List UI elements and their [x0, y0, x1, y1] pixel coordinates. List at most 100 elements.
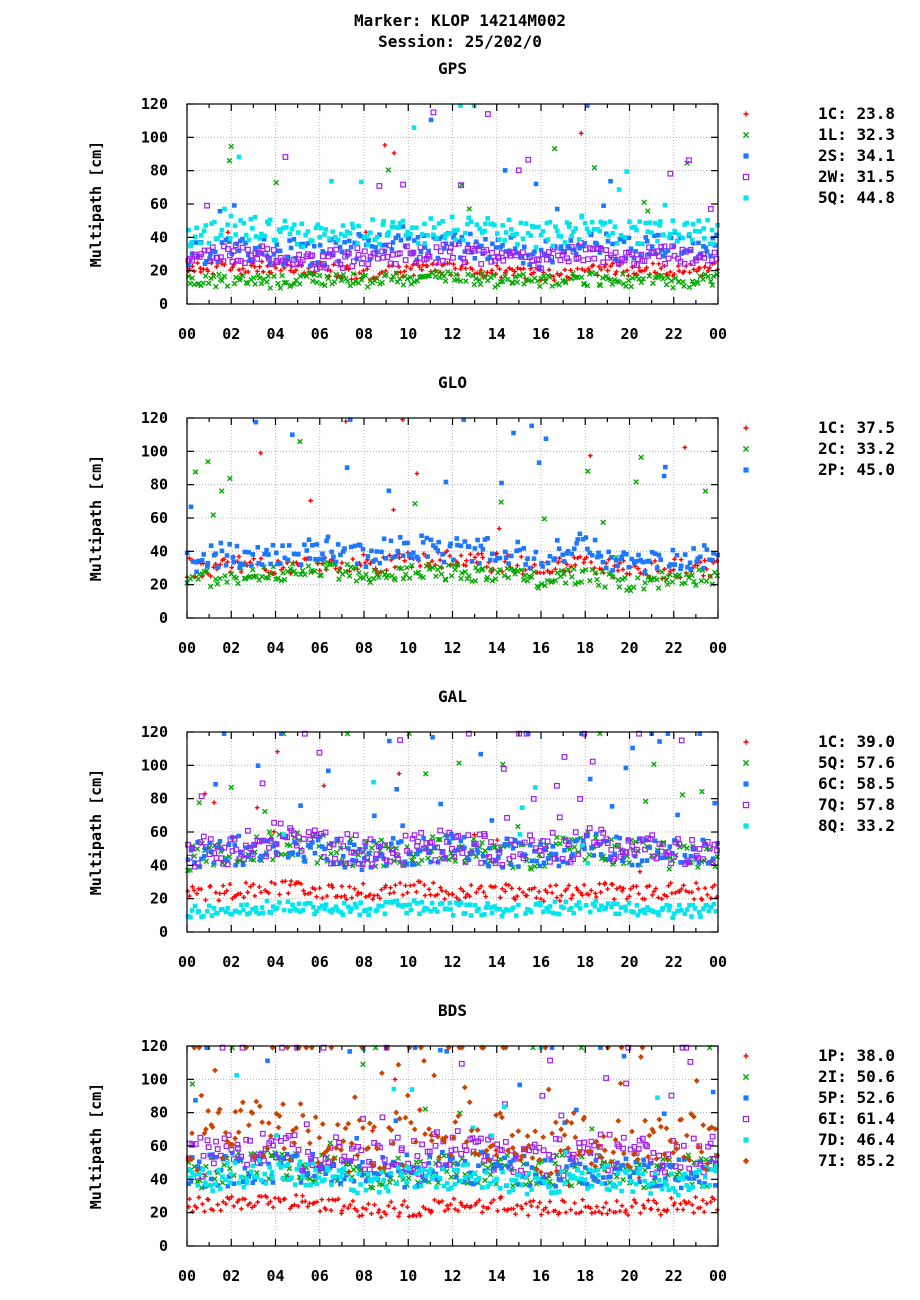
data-point: [482, 912, 487, 917]
data-point: [446, 829, 453, 836]
data-point: [230, 555, 236, 560]
data-point: [590, 1174, 595, 1179]
data-point: [331, 554, 336, 560]
data-point: [602, 880, 608, 886]
data-point: [400, 823, 405, 828]
data-point: [206, 1197, 211, 1202]
data-point: [218, 855, 225, 862]
data-point: [360, 1205, 366, 1211]
legend-item: 2P: 45.0: [743, 460, 895, 479]
data-point: [227, 542, 232, 547]
data-point: [227, 1180, 233, 1185]
data-point: [623, 908, 629, 913]
data-point: [216, 271, 222, 278]
data-point: [524, 893, 530, 898]
data-point: [655, 238, 660, 244]
data-point: [617, 835, 623, 841]
data-point: [446, 248, 453, 255]
data-point: [603, 1075, 610, 1082]
data-point: [659, 569, 665, 575]
data-point: [514, 893, 520, 899]
data-point: [238, 1153, 245, 1160]
data-point: [591, 1168, 597, 1174]
data-point: [429, 834, 436, 840]
data-point: [594, 241, 600, 247]
data-point: [259, 1119, 266, 1126]
data-point: [411, 862, 417, 867]
data-point: [515, 563, 520, 568]
data-point: [358, 276, 365, 283]
data-point: [460, 1162, 466, 1168]
points-gps: [185, 103, 720, 291]
data-point: [690, 1113, 697, 1120]
data-point: [558, 1112, 565, 1119]
data-point: [466, 544, 472, 549]
data-point: [668, 278, 675, 284]
data-point: [658, 1123, 664, 1130]
data-point: [236, 554, 242, 559]
data-point: [205, 268, 211, 274]
data-point: [579, 266, 585, 272]
data-point: [231, 1203, 237, 1209]
data-point: [664, 902, 669, 908]
data-point: [319, 1121, 326, 1127]
data-point: [190, 1155, 195, 1160]
data-point: [400, 181, 406, 188]
data-point: [436, 1200, 442, 1205]
y-tick-label: 20: [150, 1204, 168, 1222]
data-point: [330, 1162, 337, 1169]
data-point: [395, 1155, 402, 1161]
data-point: [611, 901, 616, 906]
data-point: [676, 1176, 682, 1181]
data-point: [244, 827, 251, 834]
data-point: [494, 231, 500, 236]
data-point: [492, 576, 499, 582]
data-point: [245, 269, 251, 275]
data-point: [475, 568, 481, 574]
data-point: [209, 221, 214, 226]
data-point: [610, 1161, 617, 1168]
data-point: [593, 831, 599, 837]
data-point: [281, 576, 288, 583]
data-point: [235, 580, 241, 587]
data-point: [465, 241, 471, 247]
data-point: [618, 905, 624, 910]
data-point: [541, 1175, 546, 1180]
data-point: [561, 754, 568, 760]
data-point: [242, 1165, 248, 1171]
data-point: [308, 901, 313, 906]
data-point: [273, 265, 279, 271]
data-point: [468, 850, 475, 856]
data-point: [578, 1176, 583, 1181]
data-point: [237, 565, 242, 571]
data-point: [443, 889, 449, 894]
data-point: [230, 264, 235, 270]
data-point: [363, 1206, 369, 1212]
data-point: [472, 1150, 478, 1156]
data-point: [552, 1208, 558, 1214]
data-point: [212, 576, 219, 583]
data-point: [447, 543, 453, 549]
data-point: [484, 574, 491, 581]
data-point: [448, 541, 453, 547]
data-point: [239, 244, 246, 251]
data-point: [299, 257, 306, 263]
data-point: [568, 1207, 574, 1212]
data-point: [615, 1160, 620, 1166]
data-point: [275, 1124, 282, 1131]
data-point: [633, 846, 640, 853]
data-point: [521, 546, 527, 551]
data-point: [466, 1099, 473, 1106]
data-point: [435, 1161, 442, 1168]
data-point: [282, 154, 289, 160]
data-point: [442, 1163, 448, 1168]
data-point: [696, 846, 703, 852]
data-point: [493, 1152, 500, 1159]
data-point: [451, 1196, 457, 1202]
data-point: [259, 562, 265, 567]
data-point: [214, 1146, 221, 1152]
data-point: [512, 269, 518, 274]
data-point: [432, 893, 438, 899]
data-point: [413, 1159, 420, 1165]
legend-label: 7Q: 57.8: [818, 795, 895, 814]
